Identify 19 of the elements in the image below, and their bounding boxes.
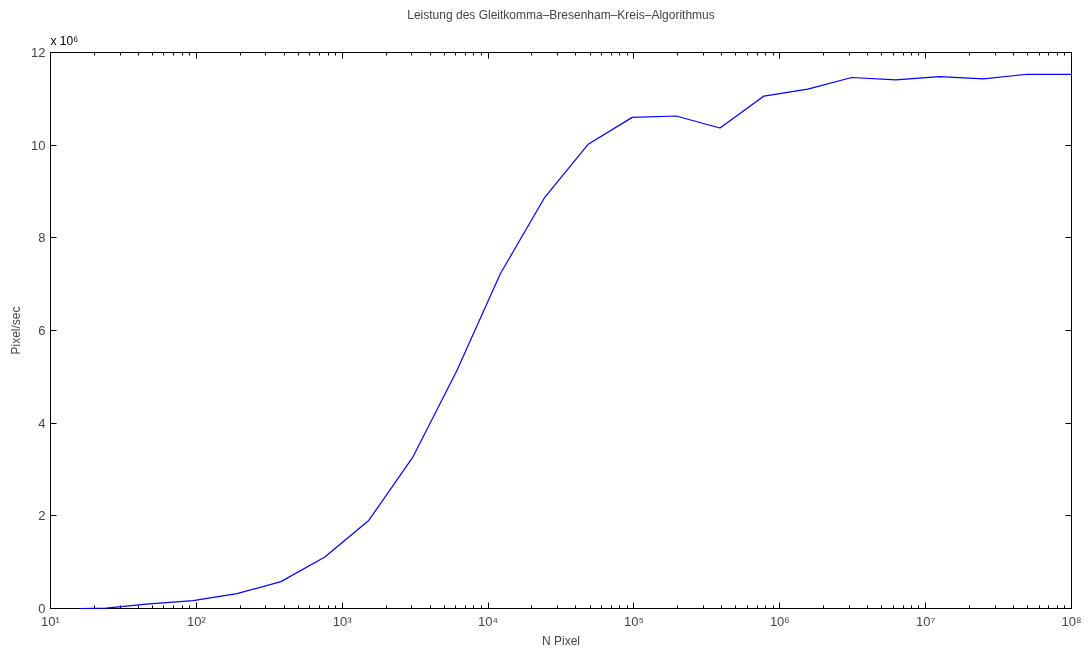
y-tick-label: 0 xyxy=(38,601,46,616)
y-tick-label: 6 xyxy=(38,323,46,338)
y-tick-label: 8 xyxy=(38,230,46,246)
y-tick-label: 2 xyxy=(38,508,46,524)
chart-title: Leistung des Gleitkomma–Bresenham–Kreis–Algorithmus xyxy=(407,7,715,22)
x-tick-label: 10³ xyxy=(332,613,353,629)
y-axis-title: Pixel/sec xyxy=(9,306,24,355)
y-tick-label: 4 xyxy=(38,415,46,431)
y-tick-label: 10 xyxy=(31,137,46,153)
x-tick-label: 10⁵ xyxy=(624,613,644,629)
x-tick-label: 10² xyxy=(186,613,207,629)
x-tick-label: 10⁶ xyxy=(769,613,790,629)
x-tick-label: 10¹ xyxy=(41,613,61,629)
text: x 10⁶ xyxy=(50,33,79,48)
y-tick-label: 12 xyxy=(31,45,46,60)
x-tick-label: 10⁷ xyxy=(916,613,936,629)
x-axis-title: N Pixel xyxy=(542,633,581,648)
x-tick-label: 10⁸ xyxy=(1061,613,1082,629)
x-tick-label: 10⁴ xyxy=(478,613,499,629)
